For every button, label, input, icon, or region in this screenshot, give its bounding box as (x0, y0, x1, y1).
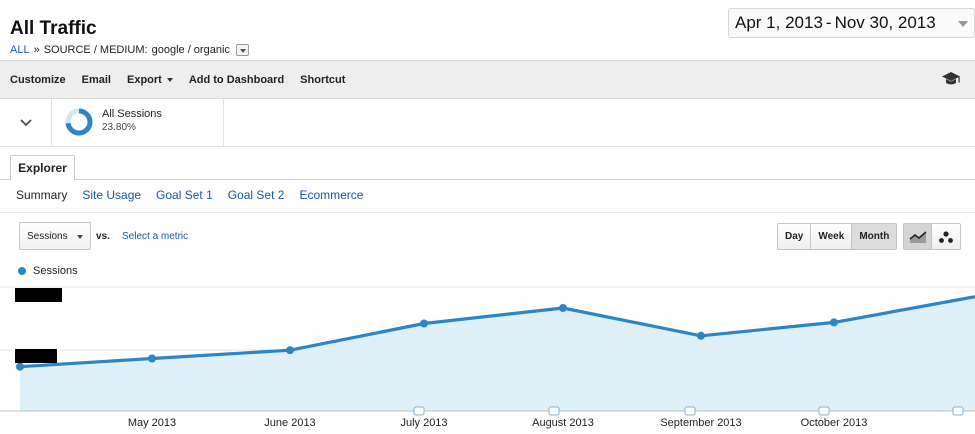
x-tick-label: September 2013 (660, 417, 741, 429)
chevron-down-icon (958, 21, 968, 27)
metric-select[interactable]: Sessions (19, 222, 91, 250)
line-chart-icon (909, 230, 927, 243)
granularity-week-button[interactable]: Week (811, 224, 853, 249)
date-range-picker[interactable]: Apr 1, 2013 - Nov 30, 2013 (728, 8, 975, 38)
segment-percent: 23.80% (102, 122, 136, 133)
shortcut-button[interactable]: Shortcut (300, 73, 346, 86)
breadcrumb-dropdown-icon[interactable] (235, 44, 249, 56)
chart-controls: Sessions vs. Select a metric Day Week Mo… (0, 212, 975, 262)
date-end: Nov 30, 2013 (834, 13, 936, 32)
report-header: All Traffic ALL » SOURCE / MEDIUM: googl… (0, 0, 975, 60)
breadcrumb-all-link[interactable]: ALL (10, 44, 30, 56)
sessions-chart: May 2013 June 2013 July 2013 August 2013 Sep… (0, 286, 975, 429)
export-button[interactable]: Export (127, 74, 173, 86)
report-tabs: Explorer (0, 147, 975, 181)
email-button[interactable]: Email (81, 73, 111, 86)
tab-explorer[interactable]: Explorer (10, 155, 75, 181)
series-line (19, 295, 975, 369)
vs-label: vs. (96, 231, 110, 242)
data-point (16, 362, 24, 371)
subnav-ecommerce[interactable]: Ecommerce (299, 188, 364, 202)
explorer-subnav: Summary Site Usage Goal Set 1 Goal Set 2… (16, 188, 378, 202)
chart-type-toggle (903, 223, 961, 250)
y-axis-label-redacted (15, 349, 57, 363)
metric-select-value: Sessions (27, 230, 68, 242)
subnav-site-usage[interactable]: Site Usage (82, 188, 142, 202)
annotation-marker-icon (548, 406, 560, 416)
annotation-marker-icon (952, 406, 964, 416)
subnav-summary[interactable]: Summary (16, 188, 68, 202)
segment-bar: All Sessions 23.80% (0, 99, 975, 147)
legend-series-name: Sessions (33, 265, 78, 277)
report-toolbar: Customize Email Export Add to Dashboard … (0, 60, 975, 99)
date-separator: - (825, 13, 832, 32)
x-tick-label: July 2013 (400, 417, 447, 429)
caret-down-icon (77, 235, 83, 239)
customize-button[interactable]: Customize (10, 73, 66, 86)
segment-toggle-button[interactable] (0, 99, 52, 147)
motion-chart-button[interactable] (932, 224, 960, 249)
select-metric-link[interactable]: Select a metric (122, 231, 189, 242)
x-tick-label: May 2013 (128, 417, 176, 429)
granularity-day-button[interactable]: Day (778, 224, 812, 249)
chart-legend: Sessions (18, 265, 78, 277)
page-title: All Traffic (10, 18, 97, 39)
annotation-marker-icon (818, 406, 830, 416)
data-point (830, 318, 838, 327)
subnav-goal-set-1[interactable]: Goal Set 1 (156, 188, 213, 202)
legend-swatch (18, 267, 26, 275)
data-point (559, 304, 567, 312)
annotation-marker-icon (684, 406, 696, 416)
x-tick-label: October 2013 (801, 417, 868, 429)
x-tick-label: June 2013 (264, 417, 315, 429)
motion-chart-icon (939, 230, 953, 243)
subnav-goal-set-2[interactable]: Goal Set 2 (227, 188, 285, 202)
line-chart-button[interactable] (904, 224, 932, 249)
graduation-cap-icon[interactable] (941, 71, 961, 87)
breadcrumb-value: google / organic (151, 44, 230, 56)
x-tick-label: August 2013 (532, 417, 594, 429)
granularity-month-button[interactable]: Month (852, 224, 897, 249)
caret-down-icon (166, 77, 173, 82)
y-axis-label-redacted (15, 288, 62, 302)
data-point (286, 346, 294, 355)
breadcrumb: ALL » SOURCE / MEDIUM: google / organic (10, 44, 249, 56)
breadcrumb-separator: » (33, 44, 40, 56)
data-point (148, 354, 156, 363)
date-start: Apr 1, 2013 (735, 13, 823, 32)
series-area (20, 296, 975, 411)
data-point (697, 331, 705, 340)
add-to-dashboard-button[interactable]: Add to Dashboard (188, 73, 285, 86)
segment-donut-icon (65, 108, 93, 136)
data-point (420, 319, 428, 328)
granularity-toggle: Day Week Month (777, 223, 898, 250)
segment-all-sessions[interactable]: All Sessions 23.80% (52, 99, 224, 147)
export-label: Export (126, 73, 162, 86)
chevron-down-icon (19, 119, 32, 127)
annotation-marker-icon (413, 406, 425, 416)
segment-name: All Sessions (102, 108, 162, 120)
breadcrumb-dimension: SOURCE / MEDIUM: (43, 44, 148, 56)
